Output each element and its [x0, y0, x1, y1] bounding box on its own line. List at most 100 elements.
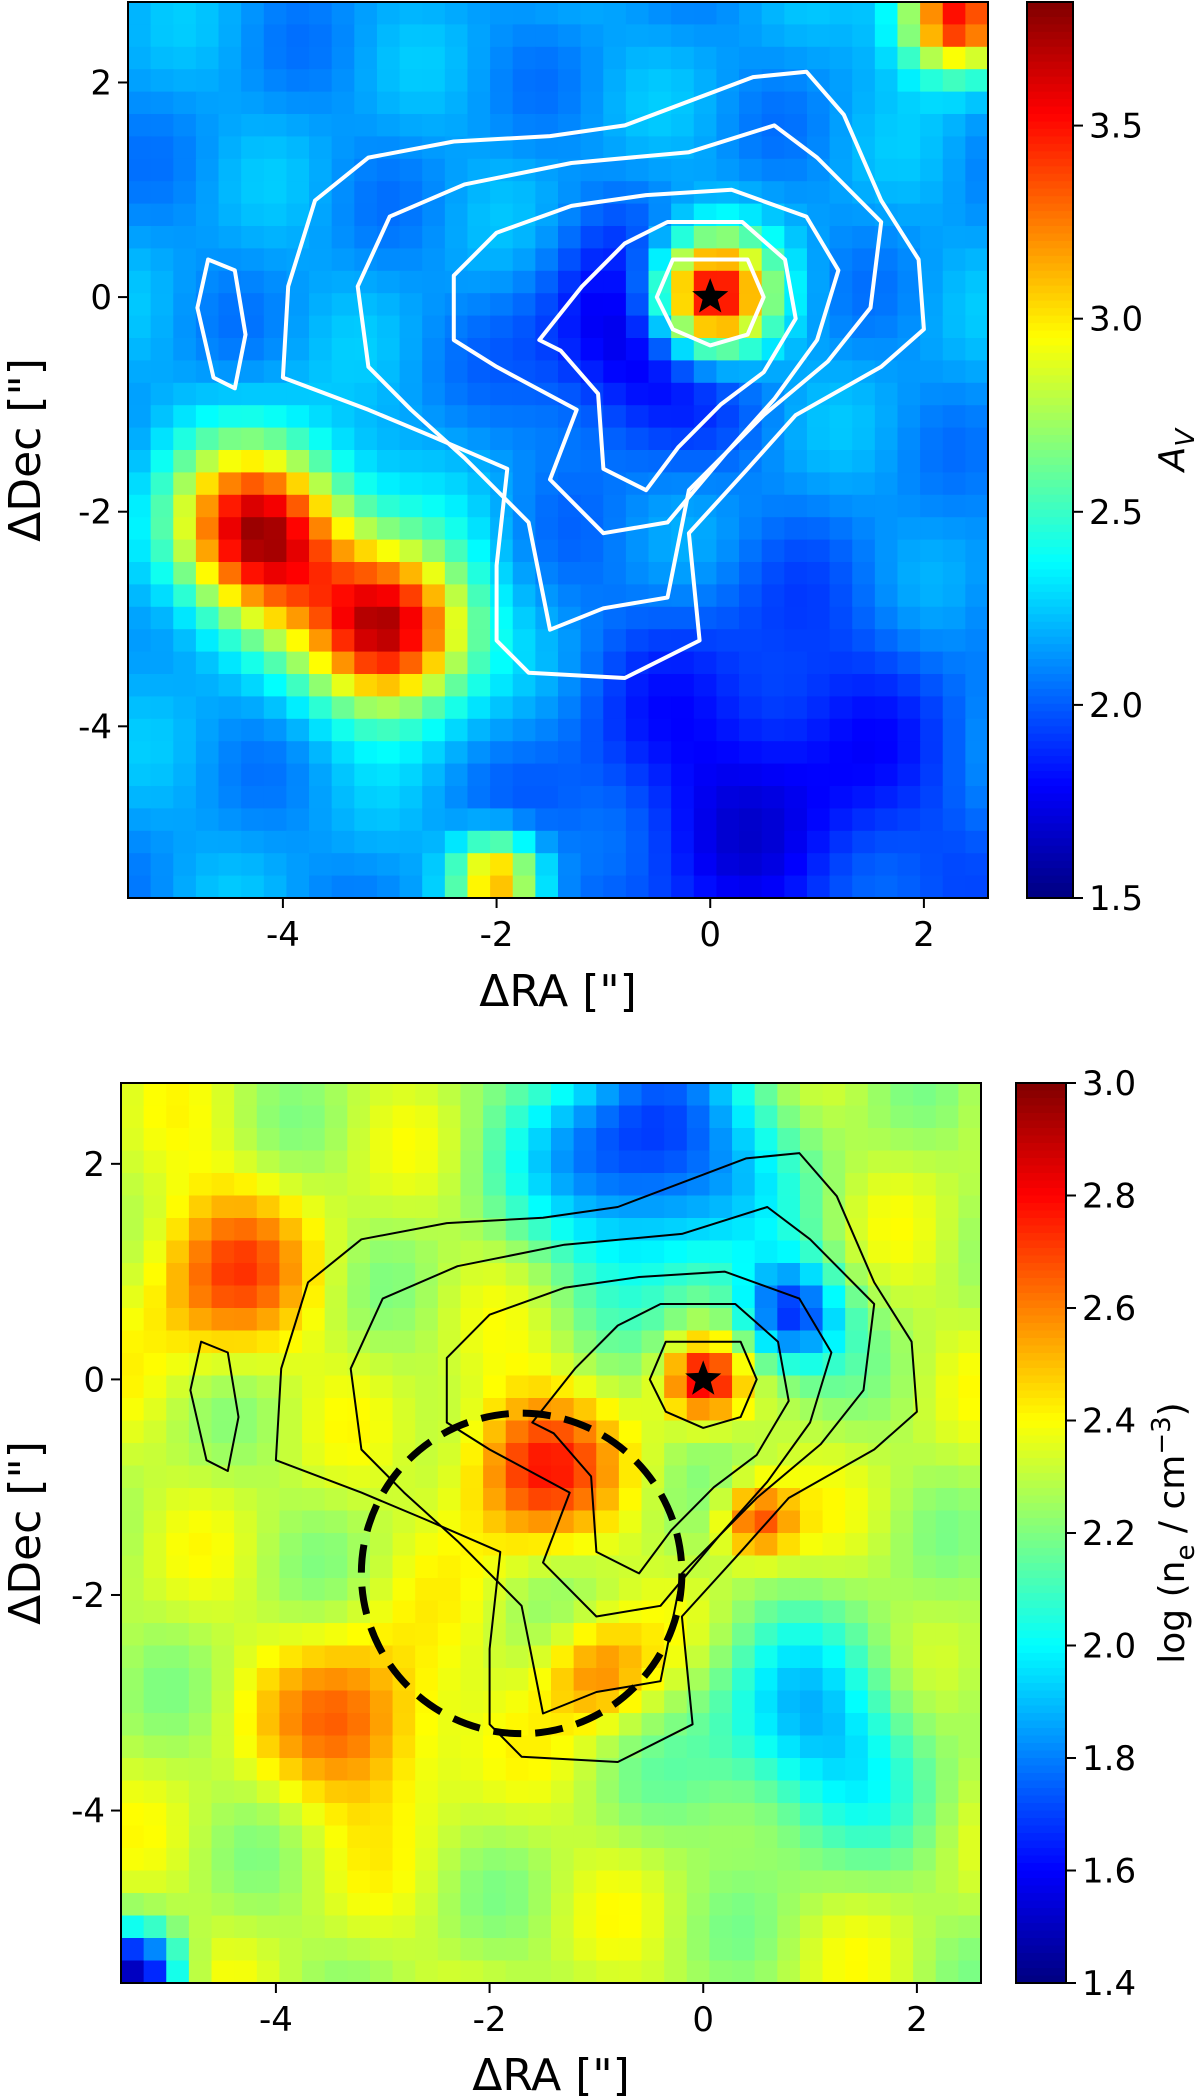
heatmap-cell [920, 763, 944, 787]
heatmap-cell [392, 1623, 416, 1647]
heatmap-cell [354, 808, 378, 832]
heatmap-cell [897, 338, 921, 361]
heatmap-cell [648, 539, 672, 563]
x-tick-label: 2 [906, 2000, 928, 2040]
colorbar-segment [1027, 703, 1073, 712]
heatmap-cell [286, 696, 310, 720]
heatmap-cell [166, 1218, 190, 1242]
heatmap-cell [709, 1915, 733, 1939]
heatmap-cell [535, 853, 559, 877]
heatmap-cell [935, 1083, 959, 1107]
colorbar-segment [1027, 621, 1073, 630]
heatmap-cell [732, 1375, 756, 1399]
heatmap-cell [444, 494, 469, 518]
heatmap-cell [913, 1758, 937, 1782]
heatmap-cell [324, 1443, 348, 1467]
heatmap-cell [505, 1555, 529, 1579]
heatmap-cell [641, 1848, 665, 1872]
heatmap-cell [128, 360, 152, 384]
heatmap-cell [302, 1443, 326, 1467]
heatmap-cell [806, 606, 831, 630]
heatmap-cell [211, 1308, 235, 1332]
heatmap-cell [558, 46, 582, 70]
heatmap-cell [874, 293, 899, 317]
colorbar-segment [1027, 203, 1073, 212]
bottom-x-axis-label: ΔRA ["] [472, 2050, 630, 2099]
heatmap-cell [302, 1308, 326, 1332]
heatmap-cell [958, 1915, 982, 1939]
heatmap-cell [490, 382, 514, 406]
heatmap-cell [596, 1240, 620, 1264]
heatmap-cell [399, 450, 423, 473]
heatmap-cell [799, 1398, 824, 1422]
heatmap-cell [460, 1780, 484, 1804]
heatmap-cell [415, 1083, 439, 1107]
heatmap-cell [890, 1645, 914, 1669]
heatmap-cell [444, 584, 469, 608]
heatmap-cell [354, 382, 378, 406]
colorbar-segment [1027, 793, 1073, 802]
top-colorbar-ticks: 1.52.02.53.03.5 [1073, 107, 1143, 919]
colorbar-segment [1027, 31, 1073, 40]
heatmap-cell [799, 1218, 824, 1242]
heatmap-cell [483, 1353, 507, 1377]
heatmap-cell [965, 562, 989, 585]
heatmap-cell [558, 562, 582, 585]
heatmap-cell [188, 1285, 213, 1309]
heatmap-cell [415, 1803, 439, 1827]
heatmap-cell [732, 1465, 756, 1489]
heatmap-cell [331, 472, 355, 496]
heatmap-cell [573, 1848, 597, 1872]
heatmap-cell [625, 315, 650, 339]
heatmap-cell [754, 1533, 778, 1557]
heatmap-cell [309, 226, 333, 249]
heatmap-cell [505, 1668, 529, 1692]
heatmap-cell [852, 46, 876, 70]
heatmap-cell [784, 427, 808, 451]
heatmap-cell [256, 1330, 281, 1354]
heatmap-cell [528, 1330, 552, 1354]
heatmap-cell [739, 46, 763, 70]
colorbar-segment [1016, 1953, 1066, 1962]
heatmap-cell [822, 1150, 846, 1174]
heatmap-cell [913, 1578, 937, 1602]
heatmap-cell [958, 1780, 982, 1804]
heatmap-cell [369, 1578, 394, 1602]
heatmap-cell [483, 1488, 507, 1512]
heatmap-cell [279, 1218, 303, 1242]
heatmap-cell [324, 1398, 348, 1422]
heatmap-cell [505, 1870, 529, 1894]
heatmap-cell [354, 136, 378, 160]
heatmap-cell [279, 1105, 303, 1129]
heatmap-cell [596, 1375, 620, 1399]
heatmap-cell [845, 1915, 869, 1939]
heatmap-cell [376, 696, 401, 720]
heatmap-cell [625, 696, 650, 720]
heatmap-cell [444, 293, 469, 317]
heatmap-cell [279, 1285, 303, 1309]
heatmap-cell [437, 1465, 462, 1489]
heatmap-cell [399, 181, 423, 205]
heatmap-cell [256, 1893, 281, 1917]
heatmap-cell [467, 405, 491, 429]
heatmap-cell [709, 1285, 733, 1309]
heatmap-cell [354, 472, 378, 496]
heatmap-cell [376, 24, 401, 48]
heatmap-cell [648, 315, 672, 339]
heatmap-cell [173, 629, 197, 653]
heatmap-cell [331, 494, 355, 518]
heatmap-cell [958, 1308, 982, 1332]
heatmap-cell [331, 741, 355, 765]
heatmap-cell [829, 338, 853, 361]
heatmap-cell [188, 1443, 213, 1467]
heatmap-cell [965, 472, 989, 496]
heatmap-cell [286, 472, 310, 496]
heatmap-cell [241, 360, 265, 384]
heatmap-cell [913, 1848, 937, 1872]
heatmap-cell [286, 718, 310, 742]
colorbar-segment [1027, 696, 1073, 705]
heatmap-cell [150, 718, 174, 742]
heatmap-cell [302, 1690, 326, 1714]
heatmap-cell [354, 830, 378, 854]
heatmap-cell [806, 584, 831, 608]
